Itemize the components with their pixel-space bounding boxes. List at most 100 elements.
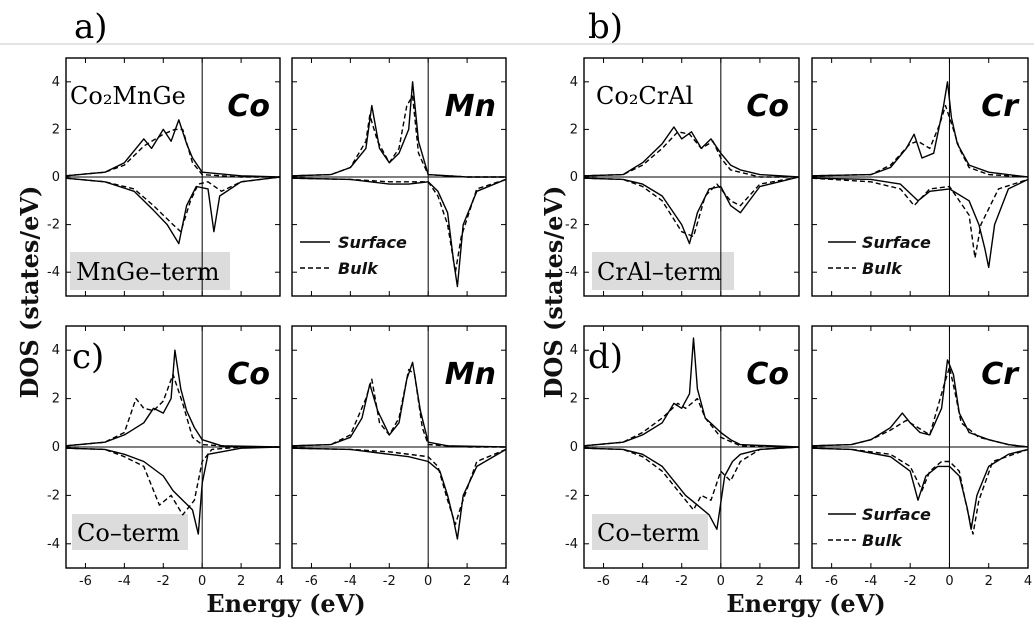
surface-dos-curve-spin-down	[583, 446, 800, 530]
compound-label-b: Co₂CrAl	[596, 82, 693, 110]
panel-label-c: c)	[72, 337, 104, 377]
termination-label-d: Co–term	[597, 519, 700, 547]
bulk-dos-curve-spin-up	[811, 104, 1029, 178]
y-tick-label: -4	[47, 537, 60, 552]
element-label: Cr	[981, 357, 1020, 392]
y-tick-label: 4	[570, 75, 578, 90]
x-tick-label: -2	[675, 574, 688, 589]
y-tick-label: 2	[570, 392, 578, 407]
y-tick-label: -4	[565, 537, 578, 552]
x-tick-label: 0	[424, 574, 432, 589]
surface-dos-curve-spin-down	[291, 447, 507, 540]
y-tick-label: 0	[52, 440, 60, 455]
y-tick-label: 2	[570, 122, 578, 137]
legend-bulk-b: Bulk	[862, 259, 903, 278]
y-tick-label: -4	[565, 265, 578, 280]
bulk-dos-curve-spin-down	[583, 446, 800, 511]
subplot-2: Mn	[291, 57, 507, 297]
y-tick-label: -2	[47, 488, 60, 503]
legend-bulk-a: Bulk	[338, 259, 379, 278]
legend-d: Surface Bulk	[828, 505, 931, 550]
x-tick-label: -4	[344, 574, 357, 589]
x-tick-label: -2	[157, 574, 170, 589]
bulk-dos-curve-spin-down	[65, 446, 280, 516]
y-tick-label: 0	[570, 170, 578, 185]
y-tick-label: 2	[52, 392, 60, 407]
subplot-4: Cr	[811, 57, 1029, 297]
bulk-dos-curve-spin-down	[291, 447, 507, 526]
bulk-dos-curve-spin-up	[583, 131, 799, 178]
x-axis-title-left: Energy (eV)	[206, 589, 365, 618]
y-axis-title-left: DOS (states/eV)	[15, 186, 44, 399]
termination-label-b: CrAl–term	[597, 258, 722, 286]
y-tick-label: 0	[570, 440, 578, 455]
y-tick-label: -2	[47, 218, 60, 233]
x-tick-label: 4	[795, 574, 803, 589]
y-axis-title-right: DOS (states/eV)	[539, 186, 568, 399]
surface-dos-curve-spin-up	[811, 359, 1029, 448]
x-tick-label: 4	[276, 574, 284, 589]
x-tick-label: 2	[756, 574, 764, 589]
x-tick-label: 0	[717, 574, 725, 589]
panel-label-b: b)	[588, 7, 623, 47]
subplot-8: -6 -4 -2 0 2 4 Cr	[811, 325, 1032, 589]
bulk-dos-curve-spin-up	[291, 368, 506, 448]
element-label: Mn	[445, 89, 496, 124]
legend-bulk-d: Bulk	[862, 531, 903, 550]
y-tick-label: -4	[47, 265, 60, 280]
x-axis-title-right: Energy (eV)	[726, 589, 885, 618]
element-label: Cr	[981, 89, 1020, 124]
legend-surface-a: Surface	[338, 233, 407, 252]
x-tick-label: 2	[463, 574, 471, 589]
bulk-dos-curve-spin-down	[811, 447, 1029, 535]
surface-dos-curve-spin-up	[811, 81, 1029, 178]
x-tick-label: -4	[636, 574, 649, 589]
subplot-6: -6 -4 -2 0 2 4 Mn	[291, 325, 510, 589]
y-tick-label: 2	[52, 122, 60, 137]
x-tick-label: -2	[904, 574, 917, 589]
surface-dos-curve-spin-down	[811, 177, 1029, 269]
surface-dos-curve-spin-down	[65, 176, 281, 245]
subplot-5: -6 -4 -2 0 2 4 -4 -2 0 2 4 Co	[47, 325, 284, 589]
legend-b: Surface Bulk	[828, 233, 931, 278]
y-tick-label: -2	[565, 218, 578, 233]
x-tick-label: -4	[864, 574, 877, 589]
termination-label-c: Co–term	[77, 519, 180, 547]
x-tick-label: -6	[79, 574, 92, 589]
element-label: Co	[227, 357, 270, 392]
surface-dos-curve-spin-up	[583, 337, 800, 448]
y-tick-label: 0	[52, 170, 60, 185]
bulk-dos-curve-spin-up	[291, 95, 506, 178]
bulk-dos-curve-spin-down	[811, 177, 1029, 259]
bulk-dos-curve-spin-down	[583, 176, 800, 238]
panel-label-d: d)	[588, 337, 623, 377]
termination-label-a: MnGe–term	[76, 258, 220, 286]
panel-label-a: a)	[74, 7, 108, 47]
surface-dos-curve-spin-up	[65, 349, 281, 448]
x-tick-label: 2	[985, 574, 993, 589]
surface-dos-curve-spin-down	[811, 447, 1029, 530]
surface-dos-curve-spin-down	[65, 446, 281, 535]
subplot-3: -4 -2 0 2 4 Co	[565, 57, 800, 297]
x-tick-label: 0	[945, 574, 953, 589]
legend-a: Surface Bulk	[300, 233, 407, 278]
legend-surface-b: Surface	[862, 233, 931, 252]
surface-dos-curve-spin-down	[583, 176, 800, 245]
element-label: Co	[746, 89, 789, 124]
y-tick-label: -2	[565, 488, 578, 503]
bulk-dos-curve-spin-up	[65, 373, 280, 448]
subplots-layer: -4 -2 0 2 4 Co Mn -4 -2 0 2 4 Co Cr -6 -4 -2 0 2 4 -4 -2 0 2 4 Co…	[47, 57, 1032, 589]
surface-dos-curve-spin-up	[583, 126, 800, 178]
x-tick-label: -6	[597, 574, 610, 589]
x-tick-label: 2	[237, 574, 245, 589]
surface-dos-curve-spin-up	[291, 361, 507, 448]
subplot-7: -6 -4 -2 0 2 4 -4 -2 0 2 4 Co	[565, 325, 803, 589]
compound-label-a: Co₂MnGe	[70, 82, 186, 110]
x-tick-label: -6	[825, 574, 838, 589]
surface-dos-curve-spin-up	[291, 81, 506, 178]
x-tick-label: 0	[198, 574, 206, 589]
subplot-1: -4 -2 0 2 4 Co	[47, 57, 281, 297]
x-tick-label: 4	[1024, 574, 1032, 589]
element-label: Co	[746, 357, 789, 392]
